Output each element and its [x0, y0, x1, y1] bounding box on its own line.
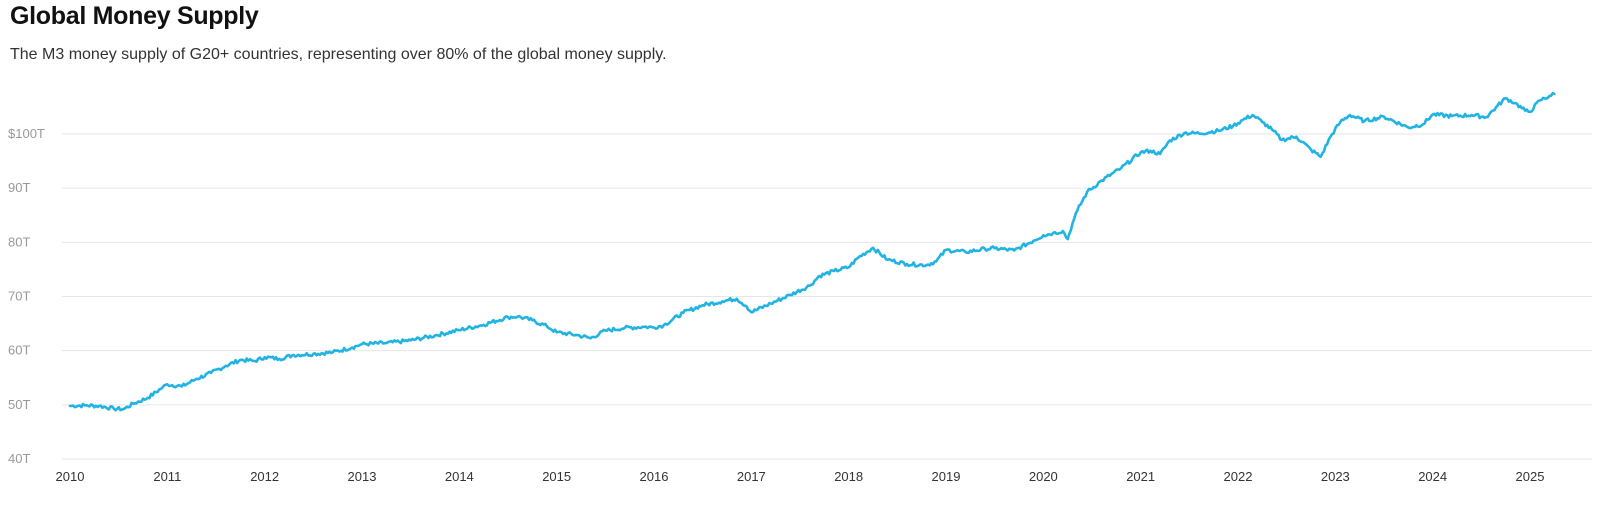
y-tick-label: 90T — [8, 180, 30, 195]
gridlines — [62, 133, 1592, 460]
chart-title: Global Money Supply — [10, 2, 259, 30]
x-tick-label: 2015 — [542, 469, 571, 484]
x-tick-label: 2014 — [445, 469, 474, 484]
x-tick-label: 2025 — [1516, 469, 1545, 484]
y-tick-label: $100T — [8, 126, 45, 141]
x-tick-label: 2013 — [348, 469, 377, 484]
x-tick-label: 2023 — [1321, 469, 1350, 484]
x-tick-label: 2017 — [737, 469, 766, 484]
series-layer — [68, 91, 1556, 412]
x-tick-label: 2011 — [153, 469, 181, 484]
x-tick-label: 2012 — [250, 469, 279, 484]
y-tick-label: 80T — [8, 234, 30, 249]
x-tick-label: 2018 — [834, 469, 863, 484]
x-tick-label: 2024 — [1418, 469, 1447, 484]
y-tick-label: 60T — [8, 343, 30, 358]
x-axis-ticks: 2010 2011 2012 2013 2014 2015 2016 2017 2018 2019… — [56, 469, 1545, 484]
y-tick-label: 50T — [8, 397, 30, 412]
x-tick-label: 2021 — [1126, 469, 1155, 484]
chart-subtitle: The M3 money supply of G20+ countries, r… — [10, 46, 667, 63]
series-line — [68, 91, 1556, 412]
y-axis-ticks: 40T 50T 60T 70T 80T 90T $100T — [8, 126, 45, 466]
x-tick-label: 2020 — [1029, 469, 1058, 484]
y-tick-label: 40T — [8, 451, 30, 466]
x-tick-label: 2019 — [932, 469, 961, 484]
x-tick-label: 2016 — [640, 469, 669, 484]
x-tick-label: 2022 — [1224, 469, 1253, 484]
y-tick-label: 70T — [8, 289, 30, 304]
x-tick-label: 2010 — [56, 469, 85, 484]
